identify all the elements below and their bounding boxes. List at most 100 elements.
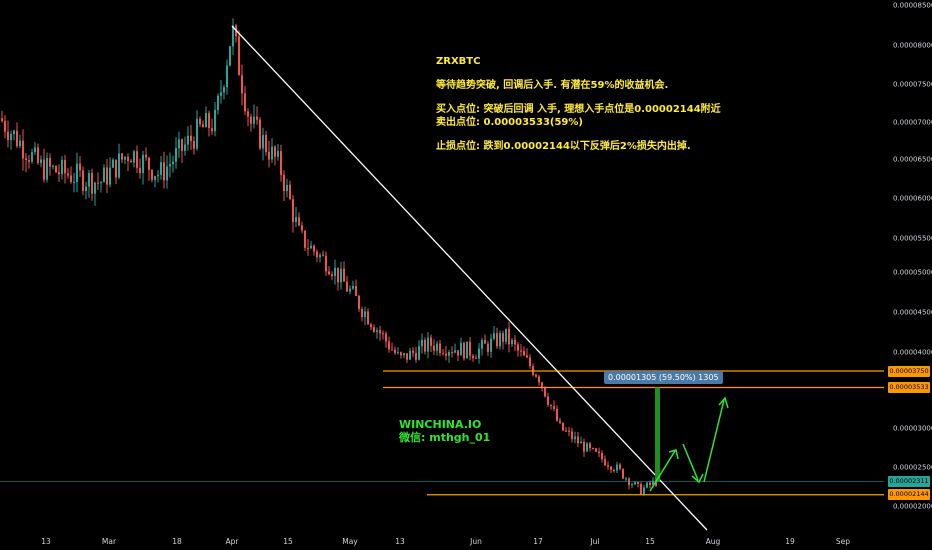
candle-body (523, 350, 525, 356)
candle-body (484, 340, 486, 344)
candle-body (511, 339, 513, 345)
candle-body (289, 184, 291, 200)
candle-body (130, 161, 132, 163)
candle-body (580, 441, 582, 444)
candle-body (535, 374, 537, 377)
candle-body (652, 480, 654, 485)
candle-body (295, 217, 297, 223)
candle-body (115, 159, 117, 178)
candle-body (280, 151, 282, 175)
y-tick-label: 0.00002500 (893, 464, 932, 472)
y-tick-label: 0.00007500 (893, 81, 932, 89)
candle-body (202, 124, 204, 128)
candle-body (436, 343, 438, 351)
x-tick-label: 13 (41, 537, 51, 546)
candle-body (199, 118, 201, 125)
candle-body (553, 406, 555, 409)
candle-body (562, 422, 564, 431)
price-level-tag: 0.00002311 (888, 476, 930, 488)
candle-body (232, 25, 234, 47)
note-line-2: 买入点位: 突破后回调 入手, 理想入手点位是0.00002144附近 (436, 104, 721, 115)
note-line-3: 卖出点位: 0.00003533(59%) (436, 117, 583, 128)
candle-body (631, 484, 633, 486)
x-tick-label: Mar (102, 537, 117, 546)
candle-body (49, 157, 51, 167)
candle-body (145, 154, 147, 158)
candle-body (388, 341, 390, 350)
candle-body (118, 153, 120, 178)
candle-body (442, 353, 444, 355)
candle-body (634, 482, 636, 485)
candle-body (598, 451, 600, 454)
arrow-head-2 (691, 473, 704, 484)
candle-body (337, 267, 339, 283)
candle-body (334, 267, 336, 277)
candle-body (592, 448, 594, 450)
y-tick-label: 0.00007000 (893, 119, 932, 127)
candle-body (502, 333, 504, 342)
candle-body (310, 245, 312, 249)
candle-body (514, 339, 516, 345)
candle-body (517, 344, 519, 351)
candle-body (646, 482, 648, 488)
candle-body (403, 353, 405, 356)
candle-body (328, 271, 330, 275)
candle-body (469, 341, 471, 356)
watermark-site: WINCHINA.IO (399, 418, 482, 431)
candle-body (364, 311, 366, 317)
arrow-up-1 (649, 450, 676, 492)
candle-body (4, 120, 6, 132)
candle-body (379, 330, 381, 334)
candle-body (478, 348, 480, 359)
candle-body (10, 134, 12, 141)
candle-body (586, 443, 588, 452)
candle-body (85, 186, 87, 191)
candle-body (151, 169, 153, 180)
candle-body (601, 453, 603, 460)
candle-body (616, 464, 618, 471)
candle-body (7, 131, 9, 141)
candle-body (178, 139, 180, 149)
price-level-tag: 0.00003533 (888, 381, 930, 393)
candle-body (316, 251, 318, 258)
y-tick-label: 0.00005500 (893, 235, 932, 243)
candle-body (25, 158, 27, 161)
candle-body (640, 483, 642, 495)
candle-body (112, 159, 114, 168)
candle-body (622, 468, 624, 479)
candle-body (610, 466, 612, 471)
candle-body (100, 182, 102, 184)
candle-body (73, 181, 75, 183)
candle-body (268, 151, 270, 160)
candle-body (568, 430, 570, 432)
candle-body (343, 268, 345, 282)
candle-body (340, 268, 342, 283)
candle-body (547, 396, 549, 405)
x-tick-label: Aug (706, 537, 721, 546)
candle-body (604, 459, 606, 466)
candle-body (595, 448, 597, 452)
candle-body (538, 376, 540, 383)
candle-body (214, 109, 216, 132)
candle-body (655, 480, 657, 486)
candle-body (313, 245, 315, 252)
y-tick-label: 0.00003000 (893, 425, 932, 433)
y-tick-label: 0.00008500 (893, 2, 932, 10)
x-tick-label: 18 (172, 537, 182, 546)
candle-body (376, 330, 378, 332)
candle-body (331, 274, 333, 277)
x-axis[interactable]: 13 Mar 18 Apr 15 May 13 Jun 17 Jul 15 Aug 19 Sep (41, 537, 850, 546)
y-tick-label: 0.00008000 (893, 42, 932, 50)
candle-body (490, 338, 492, 352)
candle-body (463, 342, 465, 359)
y-axis[interactable]: 0.00008500 0.00008000 0.00007500 0.00007000… (893, 2, 932, 511)
candle-body (208, 112, 210, 129)
candle-body (565, 430, 567, 432)
candle-body (526, 355, 528, 358)
candle-body (292, 199, 294, 223)
candle-body (40, 159, 42, 163)
y-tick-label: 0.00006000 (893, 195, 932, 203)
candle-body (22, 140, 24, 159)
candle-body (160, 162, 162, 175)
